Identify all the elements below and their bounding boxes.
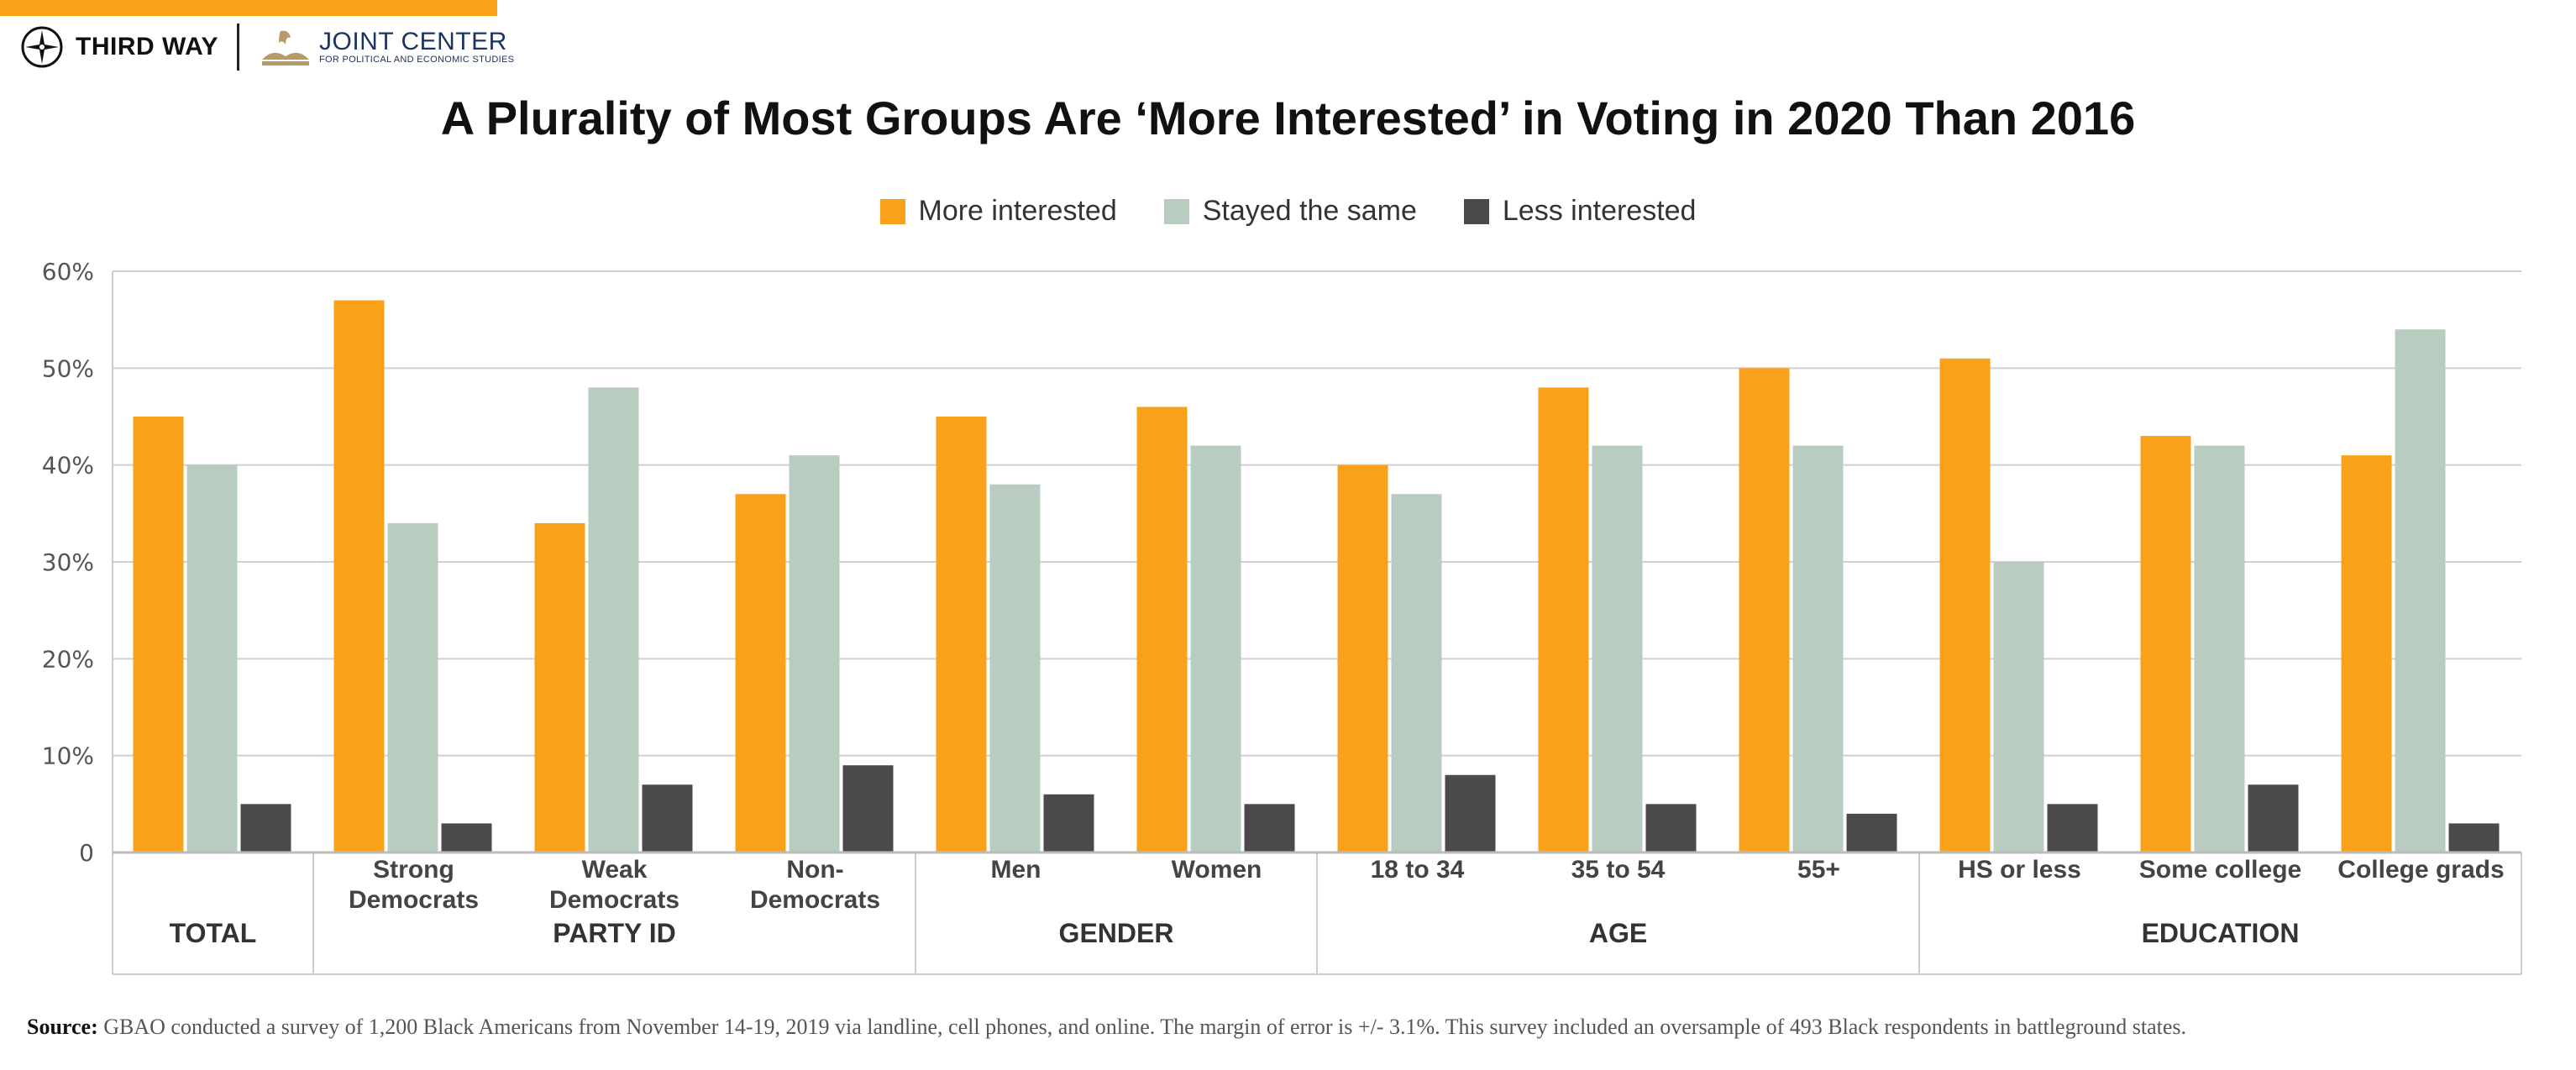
compass-icon [21, 26, 63, 68]
third-way-logo: THIRD WAY [20, 24, 218, 71]
category-label: HS or less [1958, 856, 2081, 884]
category-label: College grads [2337, 856, 2504, 884]
bar-less-interested [1445, 774, 1496, 852]
legend: More interested Stayed the same Less int… [0, 195, 2576, 228]
legend-item-more-interested: More interested [879, 195, 1117, 228]
legend-label: Less interested [1502, 195, 1697, 227]
bar-more-interested [1136, 406, 1188, 852]
bar-less-interested [642, 784, 693, 852]
y-tick-label: 20% [42, 645, 94, 673]
category-label: Non- [786, 856, 843, 884]
bar-stayed-the-same [588, 387, 639, 852]
legend-item-stayed-same: Stayed the same [1163, 195, 1417, 228]
category-label: Men [991, 856, 1041, 884]
bar-stayed-the-same [1792, 445, 1844, 852]
y-tick-label: 40% [42, 452, 94, 480]
logo-divider [237, 24, 239, 71]
category-label: 18 to 34 [1371, 856, 1465, 884]
y-tick-label: 50% [42, 354, 94, 382]
bar-less-interested [1645, 804, 1697, 852]
third-way-name: THIRD WAY [76, 33, 219, 60]
bar-stayed-the-same [186, 464, 238, 852]
bar-more-interested [936, 417, 987, 852]
category-label: 35 to 54 [1571, 856, 1666, 884]
bar-more-interested [2140, 436, 2191, 852]
bar-less-interested [1846, 813, 1897, 852]
category-label: Democrats [549, 886, 679, 914]
top-accent-bar [0, 0, 497, 16]
bar-more-interested [1939, 358, 1991, 852]
bar-less-interested [2448, 823, 2500, 852]
joint-center-subtitle: FOR POLITICAL AND ECONOMIC STUDIES [319, 55, 515, 65]
bar-stayed-the-same [1592, 445, 1643, 852]
y-tick-label: 10% [42, 742, 94, 770]
bar-less-interested [2248, 784, 2299, 852]
bar-less-interested [441, 823, 492, 852]
bar-stayed-the-same [1190, 445, 1241, 852]
group-label: AGE [1589, 918, 1647, 948]
source-text: GBAO conducted a survey of 1,200 Black A… [97, 1015, 2186, 1039]
legend-item-less-interested: Less interested [1463, 195, 1697, 228]
bar-stayed-the-same [387, 522, 438, 852]
chart-title: A Plurality of Most Groups Are ‘More Int… [440, 92, 2136, 144]
legend-swatch [879, 198, 905, 224]
bar-more-interested [2341, 455, 2392, 852]
group-label: EDUCATION [2142, 918, 2300, 948]
legend-swatch [1463, 198, 1489, 224]
legend-label: Stayed the same [1202, 195, 1417, 227]
category-label: Strong [373, 856, 454, 884]
bar-less-interested [1043, 794, 1094, 852]
bar-stayed-the-same [2194, 445, 2245, 852]
bar-more-interested [1538, 387, 1589, 852]
bar-stayed-the-same [989, 484, 1041, 852]
bar-less-interested [1244, 804, 1295, 852]
category-label: Some college [2139, 856, 2301, 884]
y-tick-label: 30% [42, 548, 94, 576]
bar-more-interested [1337, 464, 1388, 852]
y-tick-label: 0 [79, 839, 94, 867]
joint-center-logo: JOINT CENTER FOR POLITICAL AND ECONOMIC … [260, 24, 514, 71]
bar-stayed-the-same [789, 455, 840, 852]
bar-less-interested [2047, 804, 2098, 852]
legend-label: More interested [918, 195, 1117, 227]
category-label: Democrats [750, 886, 880, 914]
source-label: Source: [27, 1015, 98, 1039]
group-label: GENDER [1059, 918, 1174, 948]
bar-more-interested [534, 522, 585, 852]
source-note: Source: GBAO conducted a survey of 1,200… [27, 1015, 2186, 1040]
group-label: PARTY ID [553, 918, 675, 948]
category-label: Weak [582, 856, 648, 884]
book-eagle-icon [262, 30, 309, 66]
bar-less-interested [842, 765, 894, 852]
bar-stayed-the-same [1993, 562, 2044, 852]
category-label: Democrats [349, 886, 479, 914]
category-label: 55+ [1797, 856, 1840, 884]
bar-more-interested [1739, 368, 1790, 852]
bar-more-interested [133, 417, 184, 852]
bar-more-interested [333, 300, 385, 853]
group-label: TOTAL [170, 918, 257, 948]
legend-swatch [1163, 198, 1189, 224]
bar-less-interested [240, 804, 291, 852]
joint-center-title: JOINT CENTER [319, 28, 507, 55]
category-label: Women [1172, 856, 1262, 884]
bar-stayed-the-same [1391, 494, 1442, 852]
bar-stayed-the-same [2395, 329, 2446, 852]
bar-more-interested [735, 494, 786, 852]
y-tick-label: 60% [42, 258, 94, 286]
